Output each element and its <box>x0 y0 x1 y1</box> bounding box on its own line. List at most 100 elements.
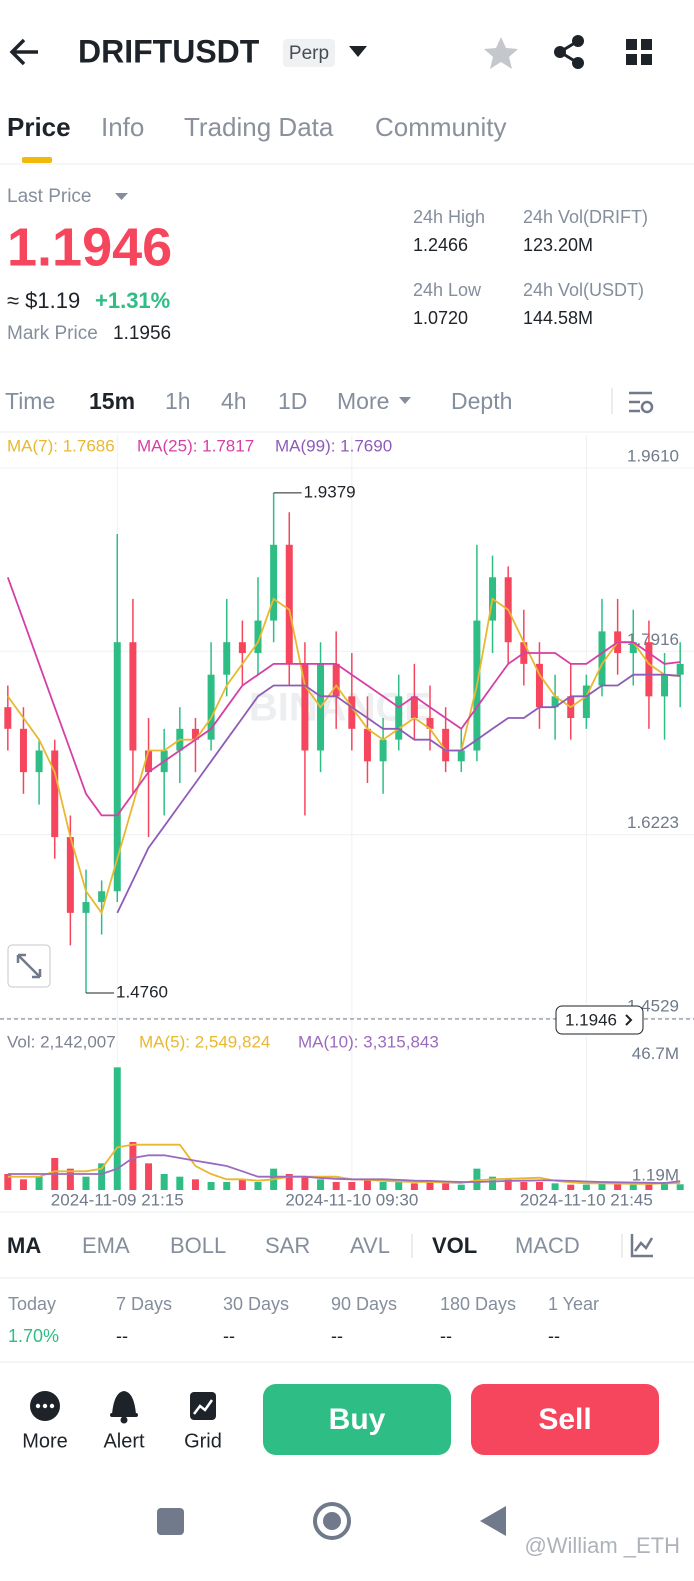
interval[interactable]: 15m <box>89 388 135 414</box>
candle-body <box>145 750 153 773</box>
volume-bar <box>395 1182 403 1190</box>
volume-bar <box>317 1179 325 1190</box>
volume-bar <box>160 1174 168 1190</box>
layout-icon[interactable] <box>626 39 652 65</box>
volume-bar <box>676 1184 684 1190</box>
candle-body <box>332 663 340 697</box>
interval[interactable]: 1D <box>278 388 307 414</box>
period-value: -- <box>116 1326 128 1346</box>
candle-body <box>457 750 465 762</box>
back-icon[interactable] <box>9 38 38 66</box>
volume-bar <box>645 1184 653 1190</box>
volume-bar <box>520 1182 528 1190</box>
nav-back[interactable] <box>480 1506 506 1536</box>
candle-body <box>223 642 231 675</box>
tab[interactable]: Trading Data <box>184 112 334 142</box>
volume-bar <box>535 1182 543 1190</box>
nav-recent[interactable] <box>157 1508 184 1535</box>
legend-entry: Vol: 2,142,007 <box>7 1032 116 1051</box>
nav-home[interactable] <box>313 1502 351 1540</box>
buy-button[interactable] <box>263 1384 451 1455</box>
indicator-tab[interactable]: AVL <box>350 1233 390 1258</box>
indicator-settings-icon[interactable] <box>630 1234 654 1258</box>
stats: 24h High 1.2466 24h Vol(DRIFT) 123.20M 24h L… <box>413 207 648 328</box>
volume-bar <box>489 1176 497 1190</box>
candle-body <box>191 728 199 740</box>
alert-icon[interactable] <box>110 1391 138 1424</box>
indicator-tab[interactable]: BOLL <box>170 1233 226 1258</box>
last-price-label: Last Price <box>7 186 91 207</box>
volume-bar <box>661 1182 669 1190</box>
sell-label[interactable]: Sell <box>538 1403 591 1436</box>
grid-icon[interactable] <box>190 1392 216 1420</box>
stat-value: 144.58M <box>523 308 593 328</box>
indicator-tab[interactable]: MA <box>7 1233 41 1258</box>
approx-price: ≈ $1.19 <box>7 288 80 313</box>
volume-bar <box>363 1179 371 1190</box>
stat-label: 24h Low <box>413 280 482 300</box>
action-label[interactable]: Alert <box>103 1430 145 1452</box>
indicator-tab[interactable]: SAR <box>265 1233 310 1258</box>
candle-body <box>98 891 106 903</box>
sell-button[interactable] <box>471 1384 659 1455</box>
badge-bg <box>283 39 335 67</box>
volume-bar <box>348 1182 356 1190</box>
indicator-tab[interactable]: EMA <box>82 1233 130 1258</box>
last-price-dropdown[interactable] <box>115 193 128 200</box>
indicator-tab[interactable]: VOL <box>432 1233 477 1258</box>
more-icon[interactable] <box>30 1391 60 1421</box>
candle-body <box>410 696 418 719</box>
x-tick-label: 2024-11-10 21:45 <box>520 1190 653 1209</box>
volume-bar <box>113 1067 121 1190</box>
period-label: 90 Days <box>331 1294 397 1314</box>
interval[interactable]: 4h <box>221 388 247 414</box>
ma-line <box>6 576 681 817</box>
share-icon[interactable] <box>554 35 584 69</box>
symbol-dropdown[interactable] <box>349 46 367 57</box>
y-tick-label: 46.7M <box>632 1044 679 1063</box>
interval[interactable]: 1h <box>165 388 191 414</box>
candle-body <box>348 696 356 729</box>
low-annotation: 1.4760 <box>116 982 168 1001</box>
badge: Perp <box>289 43 329 64</box>
last-price: 1.1946 <box>7 217 172 277</box>
y-tick-label: 1.6223 <box>627 813 679 832</box>
indicator-tabs: MA EMA BOLL SAR AVL VOL MACD <box>7 1233 580 1258</box>
tab[interactable]: Info <box>101 112 144 142</box>
volume-bar <box>285 1174 293 1190</box>
period-value: 1.70% <box>8 1326 59 1346</box>
candle-body <box>535 663 543 708</box>
tab[interactable]: Price <box>7 112 71 142</box>
action-label[interactable]: Grid <box>184 1430 222 1452</box>
candle-body <box>35 750 43 773</box>
expand-icon[interactable] <box>7 944 51 988</box>
volume-bar <box>551 1183 559 1190</box>
period-label: 7 Days <box>116 1294 172 1314</box>
favorite-icon[interactable] <box>484 37 518 69</box>
candle-body <box>582 685 590 719</box>
stat-value: 123.20M <box>523 235 593 255</box>
volume-bar <box>129 1142 137 1190</box>
tab[interactable]: Community <box>375 112 506 142</box>
action-label[interactable]: More <box>22 1430 68 1452</box>
volume-bar <box>98 1163 106 1190</box>
interval[interactable]: More <box>337 388 389 414</box>
interval[interactable]: Time <box>5 388 55 414</box>
current-price-tag[interactable] <box>555 1005 644 1035</box>
period-value: -- <box>331 1326 343 1346</box>
ma-line <box>116 673 681 914</box>
mark-price: 1.1956 <box>113 323 171 344</box>
buy-label[interactable]: Buy <box>329 1403 386 1436</box>
indicator-tab[interactable]: MACD <box>515 1233 580 1258</box>
candle-body <box>379 739 387 762</box>
tag-arrow <box>625 1014 633 1026</box>
more-dropdown[interactable] <box>399 397 411 404</box>
period-value: -- <box>548 1326 560 1346</box>
legend-entry: MA(25): 1.7817 <box>137 436 254 455</box>
volume-bar <box>567 1184 575 1190</box>
ma-line <box>7 597 681 915</box>
interval[interactable]: Depth <box>451 388 512 414</box>
chart-settings-icon[interactable] <box>629 391 654 414</box>
